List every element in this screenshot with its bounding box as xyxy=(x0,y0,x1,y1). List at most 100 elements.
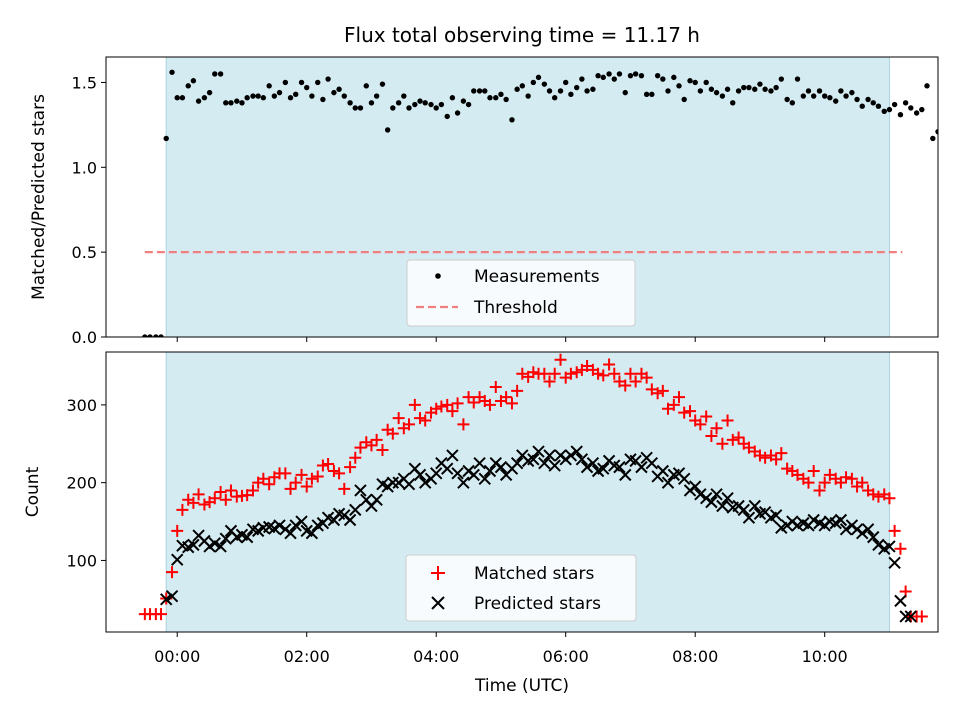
measurement-point xyxy=(746,84,752,91)
measurement-point xyxy=(217,71,224,77)
bottom-y-tick-label: 300 xyxy=(66,396,97,415)
matched-star-point xyxy=(284,482,297,495)
top-y-tick-label: 1.5 xyxy=(72,73,97,92)
predicted-star-point xyxy=(613,460,626,474)
matched-star-point xyxy=(489,381,502,393)
legend-threshold-label: Threshold xyxy=(473,298,558,318)
measurement-point xyxy=(546,88,553,94)
measurement-point xyxy=(902,100,909,106)
measurement-point xyxy=(692,79,698,86)
measurement-point xyxy=(881,108,887,115)
measurement-point xyxy=(244,95,250,101)
measurement-point xyxy=(897,111,904,118)
measurement-point xyxy=(768,88,774,94)
predicted-star-point xyxy=(856,527,869,540)
measurement-point xyxy=(379,81,386,87)
predicted-star-point xyxy=(716,499,729,513)
matched-star-point xyxy=(543,375,556,388)
matched-star-point xyxy=(279,467,292,480)
measurement-point xyxy=(638,72,645,79)
measurement-point xyxy=(940,127,945,132)
measurement-point xyxy=(805,88,812,94)
matched-star-point xyxy=(187,496,200,509)
measurement-point xyxy=(595,72,601,79)
matched-star-point xyxy=(505,397,518,410)
matched-star-point xyxy=(759,451,772,464)
matched-star-point xyxy=(883,492,896,505)
measurement-point xyxy=(660,76,666,82)
measurement-point xyxy=(331,89,337,96)
measurement-point xyxy=(201,95,208,101)
legend-predicted-marker xyxy=(431,596,445,610)
measurement-point xyxy=(535,74,542,81)
predicted-star-point xyxy=(349,503,362,517)
measurement-point xyxy=(584,88,590,94)
matched-star-point xyxy=(629,375,642,388)
measurement-point xyxy=(865,96,871,103)
x-tick-label: 02:00 xyxy=(284,647,330,666)
measurement-point xyxy=(832,98,839,104)
measurement-point xyxy=(336,86,342,92)
matched-star-point xyxy=(414,412,427,425)
measurement-point xyxy=(276,89,283,96)
measurement-point xyxy=(255,93,261,99)
matched-star-point xyxy=(834,476,847,489)
matched-star-point xyxy=(365,439,378,452)
predicted-star-point xyxy=(861,523,875,536)
matched-star-point xyxy=(483,398,496,411)
measurement-point xyxy=(849,89,855,96)
matched-star-point xyxy=(726,433,739,446)
matched-star-point xyxy=(370,433,383,446)
measurement-point xyxy=(390,105,396,111)
predicted-star-point xyxy=(295,515,308,528)
matched-star-point xyxy=(538,367,551,380)
measurement-point xyxy=(671,74,677,81)
predicted-star-point xyxy=(208,537,221,550)
measurement-point xyxy=(719,93,726,99)
predicted-star-point xyxy=(441,462,454,475)
measurement-point xyxy=(838,88,844,94)
measurement-point xyxy=(401,93,407,99)
measurement-point xyxy=(185,83,191,89)
measurement-point xyxy=(412,101,418,108)
matched-star-point xyxy=(705,430,718,442)
measurement-point xyxy=(169,69,175,75)
measurement-point xyxy=(163,135,169,142)
matched-star-point xyxy=(867,488,880,501)
matched-star-point xyxy=(171,524,184,537)
x-axis-label: Time (UTC) xyxy=(474,676,569,696)
predicted-star-point xyxy=(748,499,761,513)
predicted-star-point xyxy=(597,462,610,475)
matched-star-point xyxy=(554,353,567,366)
matched-star-point xyxy=(198,498,211,511)
measurement-point xyxy=(919,106,925,113)
matched-star-point xyxy=(818,476,831,489)
bottom-y-tick-label: 100 xyxy=(66,551,97,570)
matched-star-point xyxy=(656,384,669,397)
predicted-star-point xyxy=(160,593,173,606)
matched-star-point xyxy=(721,414,734,427)
bottom-y-axis-label: Count xyxy=(23,466,43,517)
measurement-point xyxy=(697,88,704,94)
matched-star-point xyxy=(441,398,454,411)
predicted-star-point xyxy=(737,503,750,517)
predicted-star-point xyxy=(446,449,459,462)
matched-star-point xyxy=(295,468,308,481)
measurement-point xyxy=(363,83,369,89)
matched-star-point xyxy=(263,478,276,491)
predicted-star-point xyxy=(656,464,670,478)
measurement-point xyxy=(476,88,483,94)
x-tick-label: 08:00 xyxy=(672,647,718,666)
measurement-point xyxy=(487,95,493,101)
predicted-star-point xyxy=(543,449,556,462)
measurement-point xyxy=(373,93,380,99)
measurement-point xyxy=(930,135,936,142)
measurement-point xyxy=(606,71,612,77)
measurement-point xyxy=(438,101,445,108)
measurement-point xyxy=(179,95,186,101)
predicted-star-point xyxy=(705,495,718,509)
matched-star-point xyxy=(770,453,783,466)
matched-star-point xyxy=(305,472,318,485)
matched-star-point xyxy=(300,480,313,493)
measurement-point xyxy=(223,100,229,106)
